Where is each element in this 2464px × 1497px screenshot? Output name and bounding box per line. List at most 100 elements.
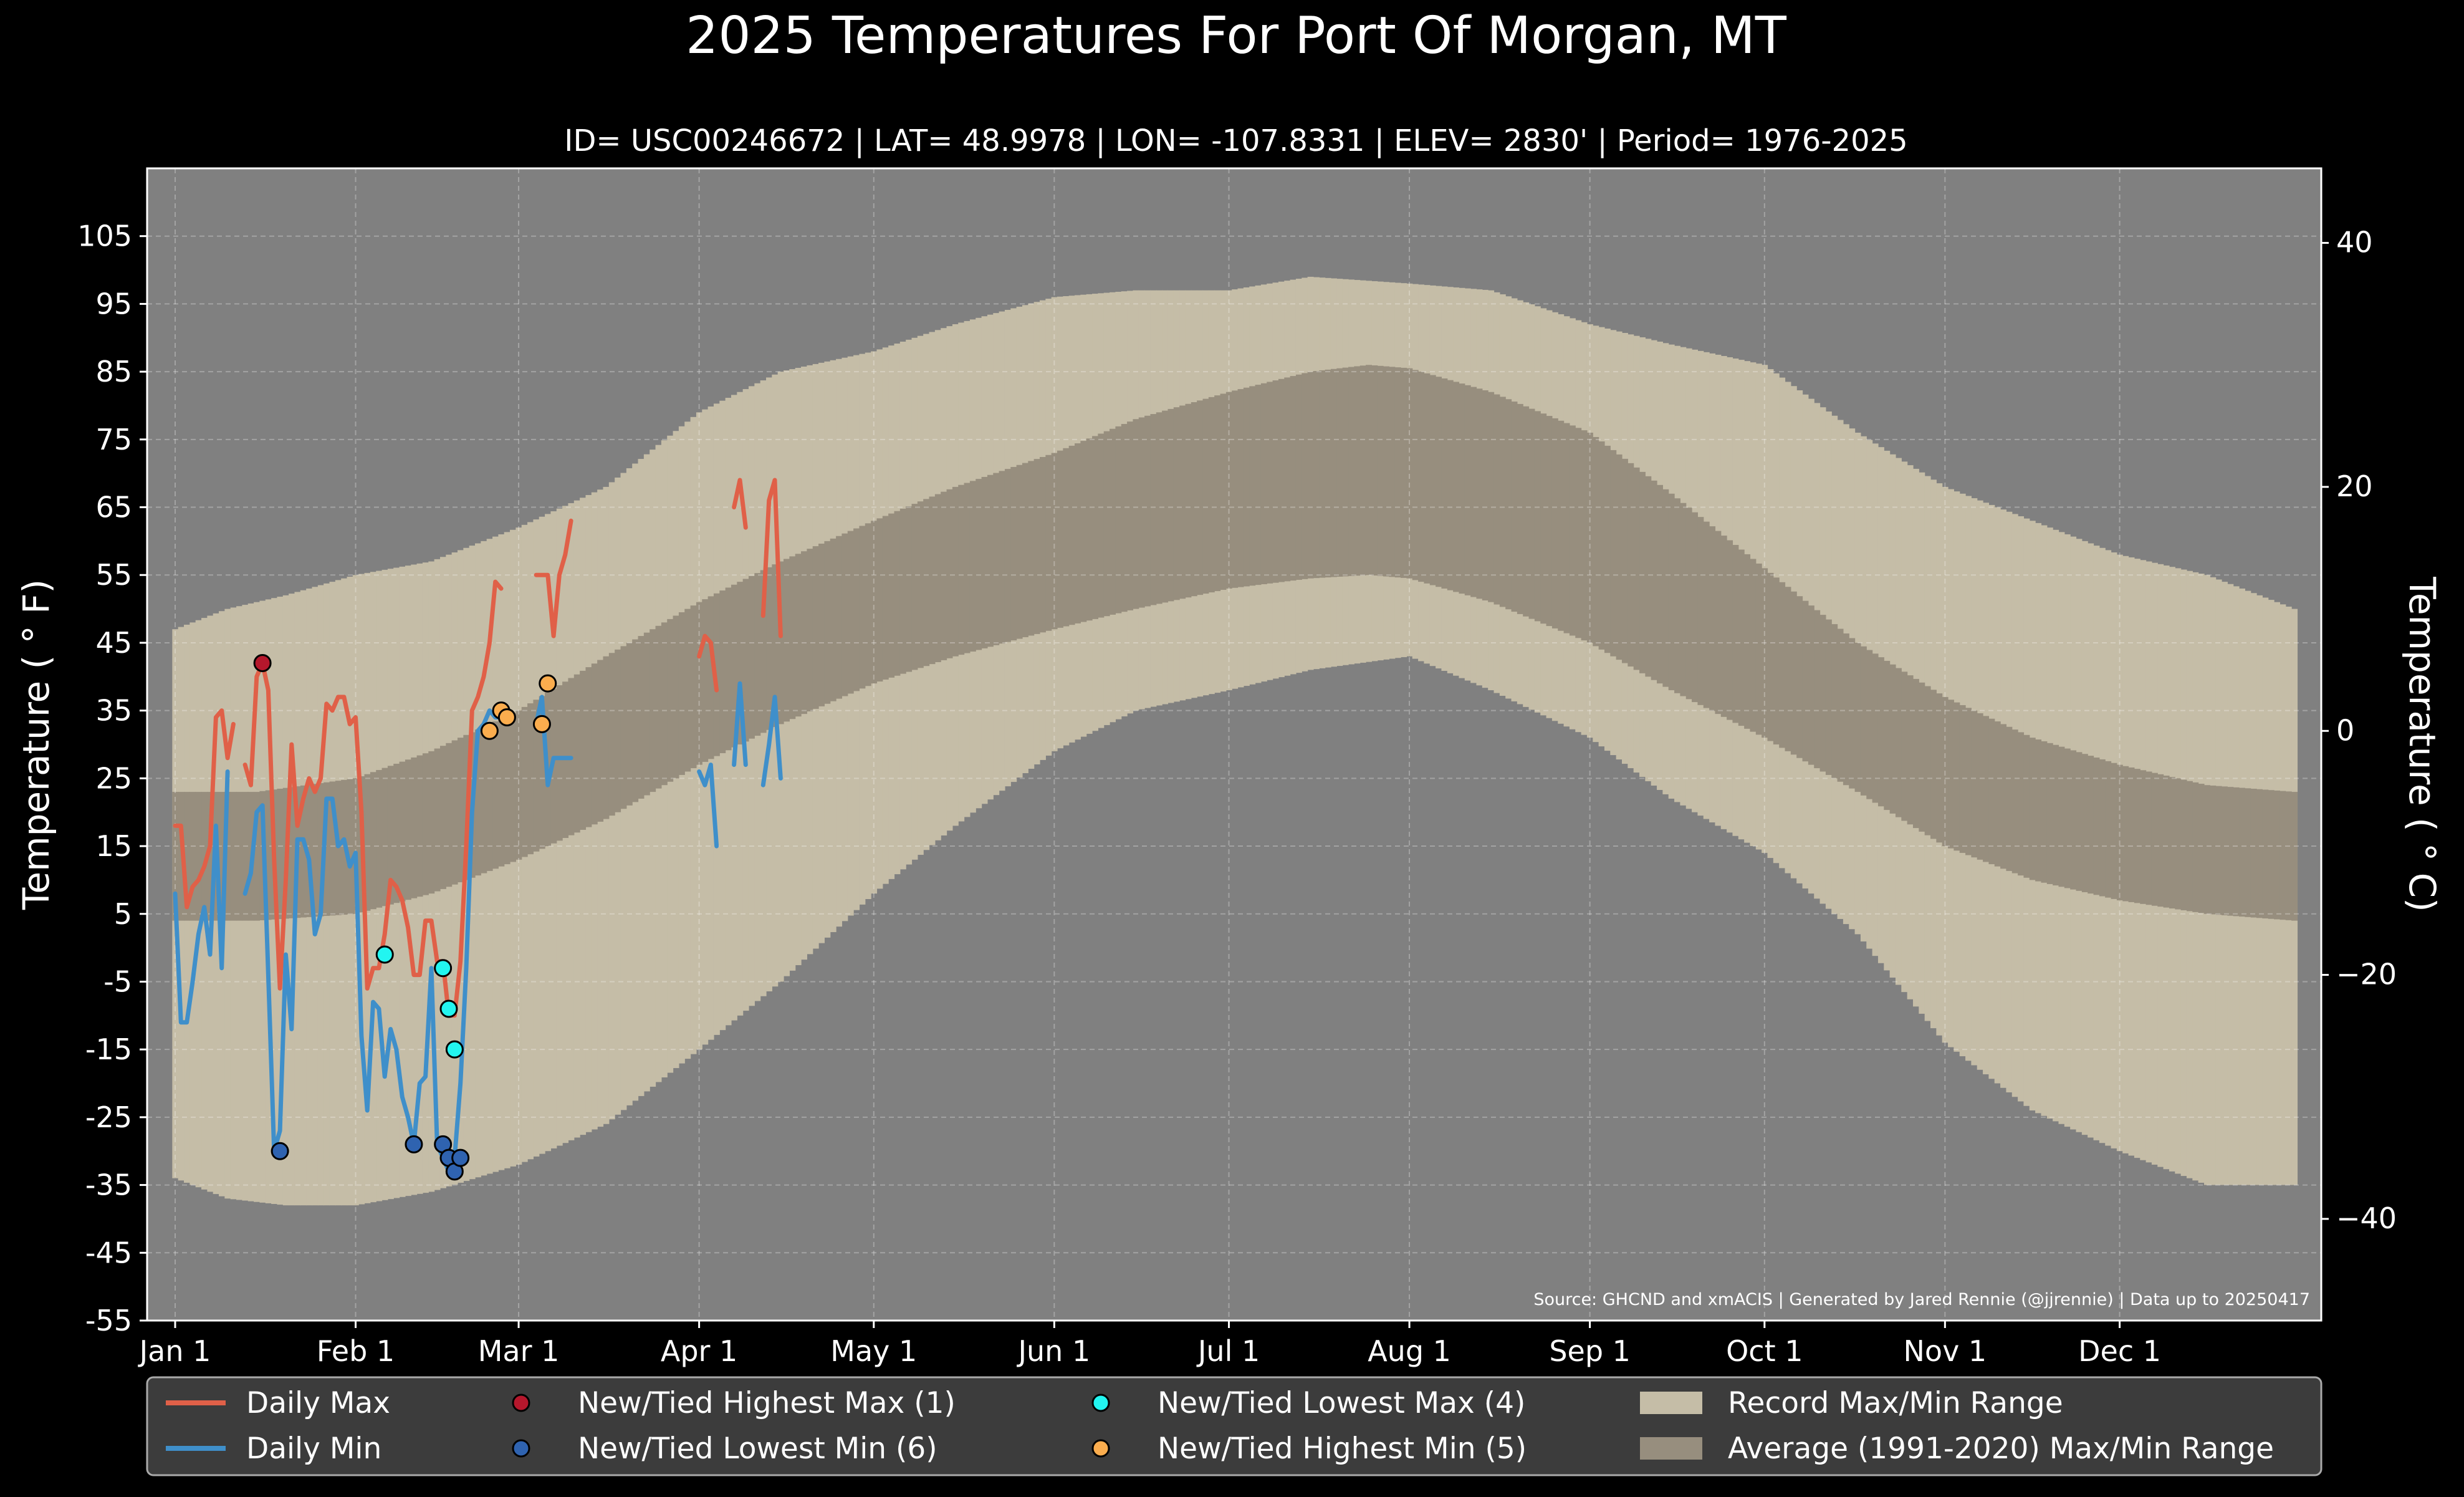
normal-range-bar (1499, 397, 1506, 607)
normal-range-bar (486, 724, 493, 871)
y-tick-label: 55 (95, 558, 132, 592)
y2-tick-label: 40 (2336, 226, 2373, 259)
normal-range-bar (1668, 493, 1675, 691)
lowest-min-marker (451, 1148, 470, 1167)
normal-range-bar (1022, 463, 1028, 637)
lowest-max-marker (434, 959, 453, 978)
normal-range-bar (888, 513, 895, 678)
normal-range-bar (894, 511, 901, 676)
normal-range-bar (946, 489, 953, 658)
legend-label-normal-range: Average (1991-2020) Max/Min Range (1728, 1432, 2274, 1466)
normal-range-bar (1127, 421, 1134, 610)
normal-range-bar (1080, 441, 1087, 622)
normal-range-bar (2151, 773, 2158, 906)
normal-range-bar (1441, 378, 1448, 589)
normal-range-bar (1470, 387, 1477, 597)
normal-range-bar (1319, 370, 1326, 578)
normal-range-bar (1063, 448, 1070, 627)
normal-range-bar (958, 484, 965, 655)
normal-range-bar (585, 667, 592, 827)
x-tick-label: Nov 1 (1904, 1334, 1987, 1368)
normal-range-bar (2076, 752, 2083, 891)
normal-range-bar (1657, 484, 1663, 684)
normal-range-bar (364, 774, 371, 911)
normal-range-bar (1377, 365, 1384, 576)
normal-range-bar (527, 703, 534, 855)
normal-range-bar (964, 483, 971, 653)
normal-range-bar (1039, 456, 1046, 633)
normal-range-bar (731, 584, 737, 748)
x-tick-label: May 1 (830, 1334, 917, 1368)
normal-range-bar (1983, 716, 1990, 862)
normal-range-bar (1290, 376, 1297, 581)
normal-range-bar (1907, 675, 1914, 825)
normal-range-bars (172, 365, 2298, 921)
normal-range-bar (1639, 471, 1646, 673)
normal-range-bar (492, 721, 499, 869)
y-tick-label: -25 (85, 1100, 132, 1134)
normal-range-bar (807, 549, 813, 712)
normal-range-bar (1249, 386, 1256, 586)
normal-range-bar (242, 792, 249, 921)
legend-swatch-normal-range (1640, 1437, 1702, 1460)
normal-range-bar (1336, 368, 1343, 577)
normal-range-bar (871, 521, 878, 684)
lowest-max-marker (439, 999, 458, 1018)
normal-range-bar (1936, 693, 1943, 843)
normal-range-bar (952, 486, 959, 657)
normal-range-bar (876, 518, 883, 682)
normal-range-bar (841, 533, 848, 696)
normal-range-bar (1586, 432, 1593, 643)
normal-range-bar (1313, 371, 1320, 579)
normal-range-bar (1616, 454, 1623, 660)
normal-range-bar (236, 792, 243, 921)
normal-range-bar (1330, 368, 1337, 577)
legend-swatch-lowest-min (512, 1439, 530, 1458)
normal-range-bar (1476, 388, 1483, 599)
normal-range-bar (457, 738, 464, 883)
normal-range-bar (1866, 650, 1873, 799)
normal-range-bar (439, 746, 446, 889)
normal-range-bar (376, 769, 383, 908)
normal-range-bar (580, 670, 587, 830)
normal-range-bar (1511, 402, 1518, 612)
lowest-max-marker (445, 1040, 464, 1059)
normal-range-bar (737, 582, 744, 744)
daily-min-line (242, 708, 504, 1174)
normal-range-bar (1598, 441, 1605, 650)
normal-range-bar (1191, 402, 1197, 597)
normal-range-bar (603, 656, 610, 819)
normal-range-bar (772, 564, 779, 728)
normal-range-bar (2011, 729, 2018, 874)
normal-range-bar (1697, 517, 1704, 705)
x-tick-label: Mar 1 (478, 1334, 560, 1368)
normal-range-bar (416, 755, 423, 897)
normal-range-bar (306, 784, 313, 917)
normal-range-bar (748, 575, 755, 739)
normal-range-bar (1523, 406, 1530, 617)
normal-range-bar (451, 740, 458, 885)
normal-range-bar (976, 479, 982, 650)
normal-range-bar (265, 790, 272, 920)
normal-range-bar (1942, 696, 1949, 847)
normal-range-bar (387, 766, 394, 905)
normal-range-bar (865, 523, 871, 686)
normal-range-bar (1575, 428, 1582, 638)
normal-range-bar (201, 792, 208, 921)
normal-range-bar (1837, 628, 1844, 782)
normal-range-bar (1715, 531, 1722, 715)
normal-range-bar (2262, 789, 2269, 919)
y-tick-label: 75 (95, 423, 132, 456)
normal-range-bar (696, 602, 702, 765)
normal-range-bar (1016, 465, 1023, 639)
normal-range-bar (1814, 610, 1821, 769)
y-axis-label-left: Temperature ( ° F) (15, 579, 57, 910)
y2-tick-label: −20 (2336, 958, 2397, 991)
normal-range-bar (812, 546, 819, 709)
normal-range-bar (2157, 774, 2164, 907)
normal-range-bar (2163, 776, 2170, 908)
y-tick-label: 105 (77, 219, 132, 253)
normal-range-bar (1872, 653, 1879, 803)
normal-range-bar (1709, 526, 1716, 711)
normal-range-bar (801, 551, 807, 715)
